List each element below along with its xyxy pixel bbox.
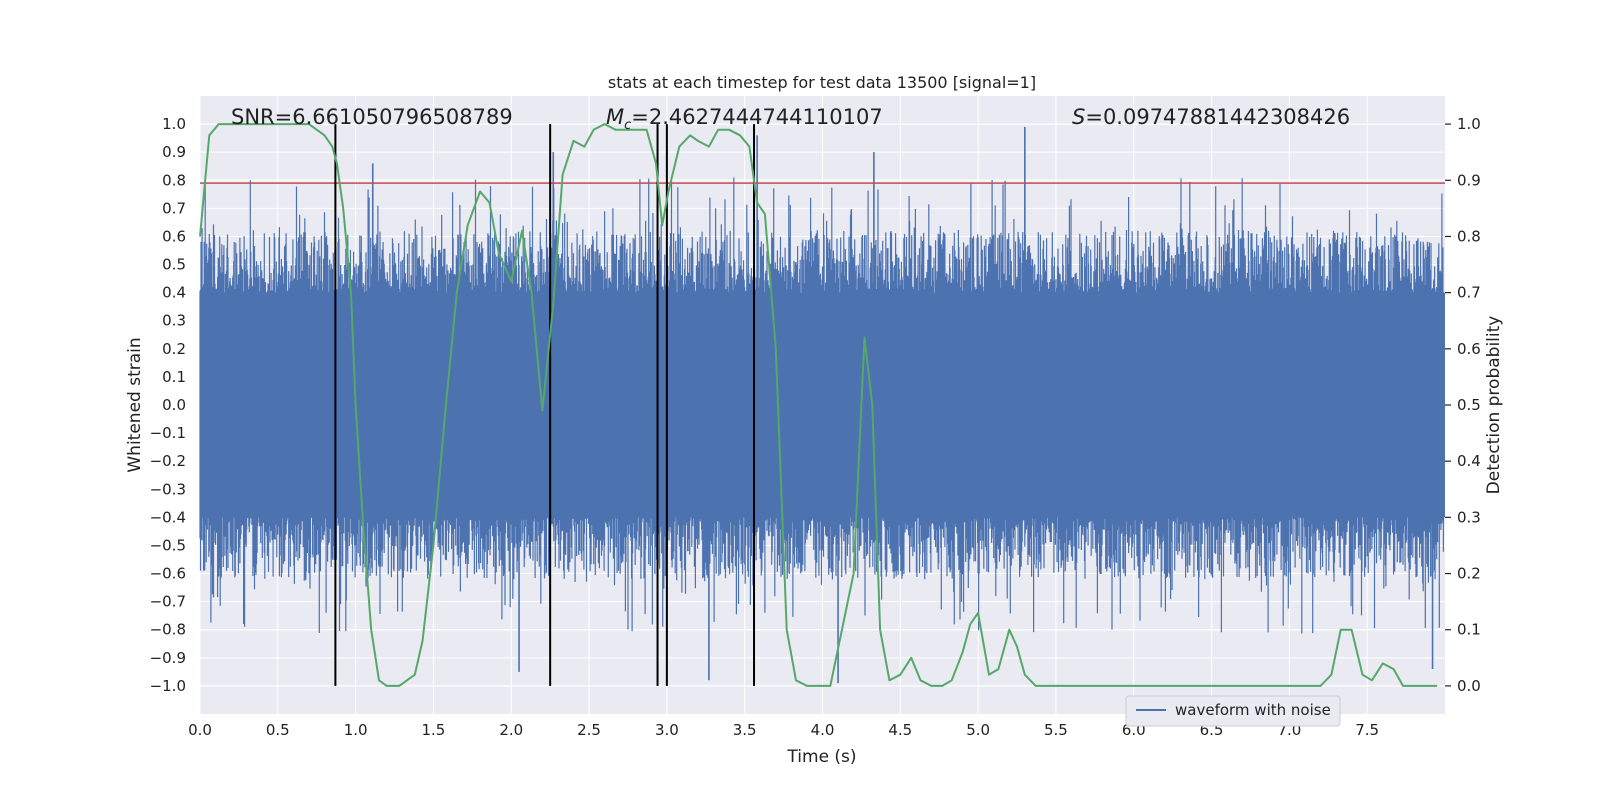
x-tick-label: 1.0: [344, 721, 368, 739]
vertical-markers: [334, 124, 756, 686]
x-tick-label: 3.0: [655, 721, 679, 739]
y2-tick-label: 0.9: [1457, 171, 1481, 189]
y-tick-label: −0.9: [150, 649, 186, 667]
strain-trace: [199, 177, 1444, 634]
y-tick-label: 0.8: [162, 171, 186, 189]
y-axis-label: Whitened strain: [125, 337, 145, 472]
y2-tick-label: 0.7: [1457, 284, 1481, 302]
x-tick-label: 0.5: [266, 721, 290, 739]
s-value: =0.09747881442308426: [1085, 105, 1350, 129]
y-tick-label: 0.1: [162, 368, 186, 386]
y2-tick-label: 0.8: [1457, 227, 1481, 245]
y-tick-label: −1.0: [150, 677, 186, 695]
y-tick-label: 0.5: [162, 256, 186, 274]
x-tick-label: 5.0: [966, 721, 990, 739]
y-tick-label: −0.6: [150, 565, 186, 583]
y-tick-label: −0.7: [150, 593, 186, 611]
x-tick-label: 0.0: [188, 721, 212, 739]
legend-label: waveform with noise: [1175, 701, 1331, 719]
y2-tick-label: 0.4: [1457, 452, 1481, 470]
y-tick-label: 0.7: [162, 199, 186, 217]
chirp-mass-value: =2.4627444744110107: [631, 105, 882, 129]
y-tick-label: −0.3: [150, 480, 186, 498]
s-stat: S=0.09747881442308426: [1072, 105, 1350, 129]
snr-stat: SNR=6.661050796508789: [231, 105, 513, 129]
y-tick-label: 0.2: [162, 340, 186, 358]
y-tick-label: −0.1: [150, 424, 186, 442]
y2-tick-label: 0.1: [1457, 621, 1481, 639]
y-axis-ticks: 1.0 0.9 0.8 0.7 0.6 0.5 0.4 0.3 0.2 0.1 0.0 −0.1 −0.…: [150, 115, 186, 695]
strain-series: [199, 126, 1445, 684]
y2-axis-ticks: 1.0 0.9 0.8 0.7 0.6 0.5 0.4 0.3 0.2 0.1 0.0: [1445, 115, 1481, 695]
y-tick-label: 0.6: [162, 227, 186, 245]
y2-tick-label: 0.2: [1457, 565, 1481, 583]
y-tick-label: 0.3: [162, 312, 186, 330]
chirp-mass-symbol: M: [606, 105, 624, 129]
x-tick-label: 1.5: [422, 721, 446, 739]
y2-tick-label: 0.0: [1457, 677, 1481, 695]
x-tick-label: 4.5: [888, 721, 912, 739]
y-tick-label: −0.5: [150, 536, 186, 554]
y-tick-label: −0.2: [150, 452, 186, 470]
x-axis-label: Time (s): [786, 747, 856, 767]
y-tick-label: 0.9: [162, 143, 186, 161]
legend: waveform with noise: [1125, 695, 1341, 727]
y-tick-label: −0.8: [150, 621, 186, 639]
y2-tick-label: 0.3: [1457, 508, 1481, 526]
y-tick-label: 0.4: [162, 284, 186, 302]
y2-tick-label: 0.5: [1457, 396, 1481, 414]
y-tick-label: 0.0: [162, 396, 186, 414]
x-tick-label: 4.0: [811, 721, 835, 739]
y-tick-label: −0.4: [150, 508, 186, 526]
chirp-mass-subscript: c: [624, 118, 631, 133]
y2-tick-label: 0.6: [1457, 340, 1481, 358]
chart-title: stats at each timestep for test data 135…: [608, 73, 1036, 92]
x-tick-label: 5.5: [1044, 721, 1068, 739]
x-tick-label: 3.5: [733, 721, 757, 739]
y-tick-label: 1.0: [162, 115, 186, 133]
x-tick-label: 2.5: [577, 721, 601, 739]
probability-series: [199, 123, 1438, 687]
y2-axis-label: Detection probability: [1484, 316, 1504, 495]
x-tick-label: 2.0: [499, 721, 523, 739]
probability-line: [199, 123, 1438, 687]
chirp-mass-stat: Mc=2.4627444744110107: [606, 105, 883, 133]
legend-box: [1125, 695, 1341, 727]
s-symbol: S: [1072, 105, 1085, 129]
x-tick-label: 7.5: [1355, 721, 1379, 739]
y2-tick-label: 1.0: [1457, 115, 1481, 133]
